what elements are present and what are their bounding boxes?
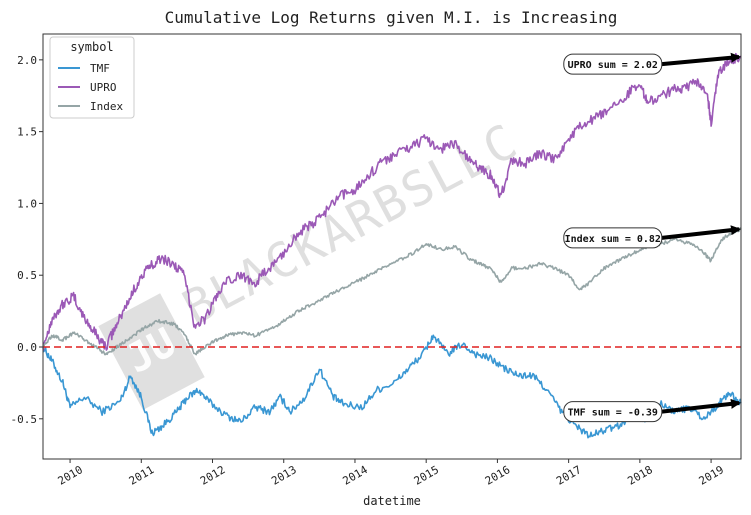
annotation-box — [563, 227, 663, 249]
watermark-logo-block — [98, 293, 205, 410]
y-tick-label: 2.0 — [17, 54, 37, 67]
series-line-index — [42, 227, 742, 356]
annotation-arrow — [661, 398, 741, 414]
y-tick-label: 0.5 — [17, 269, 37, 282]
legend-label: Index — [90, 100, 123, 113]
annotation-text: UPRO sum = 2.02 — [568, 60, 658, 71]
legend-title: symbol — [70, 40, 113, 54]
annotation-text: Index sum = 0.82 — [565, 234, 661, 245]
legend-label: UPRO — [90, 81, 117, 94]
legend-entries: TMF UPRO Index — [58, 62, 123, 113]
y-tick-label: 0.0 — [17, 341, 37, 354]
plot-frame — [42, 33, 742, 460]
annotation-box — [563, 401, 663, 423]
legend: symbol TMF UPRO Index — [49, 36, 135, 119]
annotation-arrow — [661, 52, 741, 67]
y-tick-label: 1.5 — [17, 126, 37, 139]
x-axis-label: datetime — [363, 494, 421, 508]
series-line-upro — [42, 52, 742, 351]
annotation-text: TMF sum = -0.39 — [568, 408, 658, 419]
sum-annotations: UPRO sum = 2.02 Index sum = 0.82 TMF sum =… — [563, 52, 741, 423]
legend-label: TMF — [90, 62, 110, 75]
y-tick-label: 1.0 — [17, 197, 37, 210]
chart-title: Cumulative Log Returns given M.I. is Inc… — [165, 8, 618, 27]
legend-box — [49, 36, 135, 119]
annotation-box — [563, 53, 663, 75]
annotation-arrow — [661, 225, 741, 240]
y-tick-label: -0.5 — [11, 413, 38, 426]
